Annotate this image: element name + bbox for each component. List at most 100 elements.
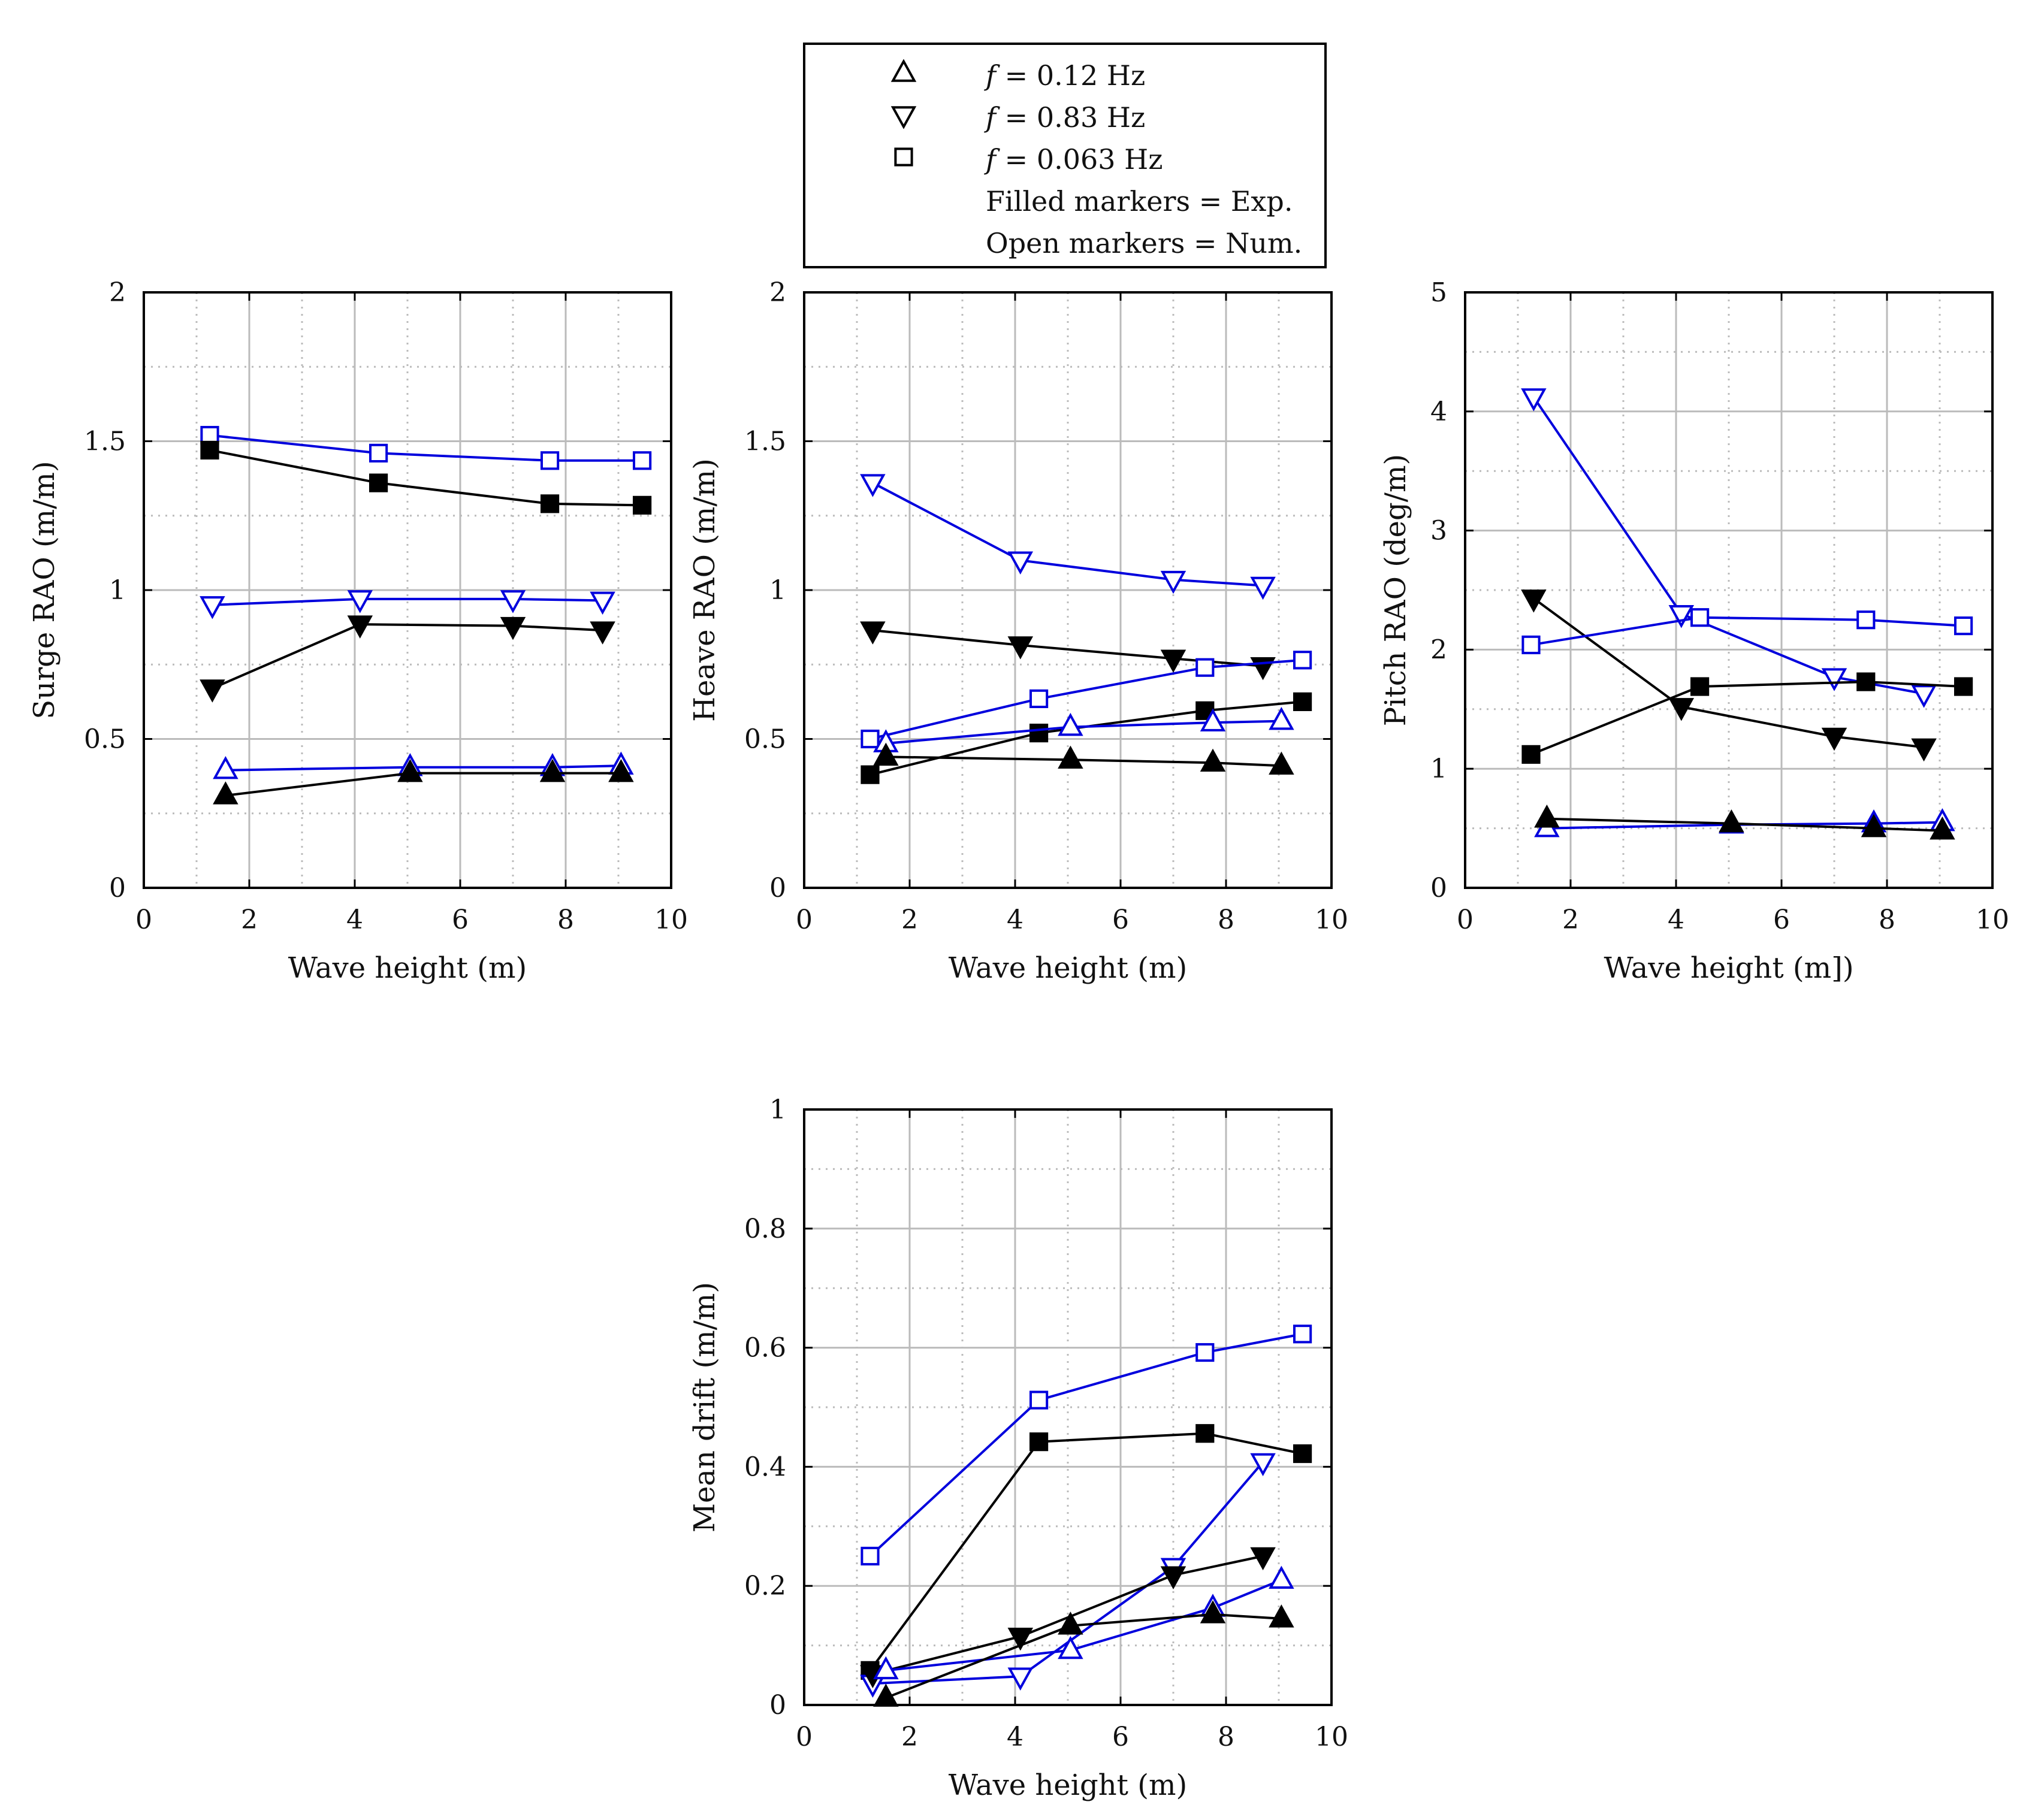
data-point	[1029, 1432, 1049, 1452]
axes-frame	[1464, 291, 1994, 889]
series-line	[1530, 681, 1964, 756]
legend-marker-up	[890, 59, 917, 82]
y-tick-label: 1.5	[744, 427, 786, 457]
data-point	[500, 616, 526, 640]
data-point	[1269, 706, 1294, 730]
x-tick-label: 4	[1668, 905, 1684, 935]
series-down-num	[860, 474, 1276, 600]
data-point	[1521, 635, 1541, 655]
legend-frame	[803, 43, 1327, 268]
data-point	[1293, 1444, 1312, 1464]
data-point	[1534, 805, 1560, 828]
data-point	[1521, 589, 1547, 613]
data-point	[1029, 689, 1049, 709]
grid	[804, 292, 1331, 888]
data-point	[1058, 1635, 1083, 1659]
series-square-num	[200, 425, 652, 470]
data-point	[347, 615, 373, 639]
data-point	[1269, 751, 1294, 775]
x-tick-label: 8	[1218, 1722, 1234, 1752]
y-tick-label: 0.5	[744, 724, 786, 755]
legend-entry-5: Open markers = Num.	[986, 227, 1302, 259]
data-point	[1861, 814, 1887, 838]
series-line	[869, 1432, 1303, 1671]
x-tick-label: 10	[1315, 1722, 1348, 1752]
x-tick-label: 6	[1112, 1722, 1129, 1752]
data-point	[590, 621, 615, 645]
x-tick-label: 2	[901, 905, 918, 935]
data-point	[1930, 816, 1955, 840]
data-point	[1195, 1424, 1215, 1443]
data-point	[539, 758, 566, 782]
series-line	[869, 700, 1303, 776]
data-point	[200, 440, 219, 460]
x-axis-label: Wave height (m)	[288, 951, 527, 985]
data-point	[1821, 727, 1847, 751]
data-point	[1690, 677, 1710, 696]
data-point	[1160, 570, 1186, 594]
data-point	[397, 758, 423, 782]
y-tick-label: 5	[1430, 277, 1447, 308]
y-tick-label: 0.8	[744, 1214, 786, 1244]
series-line	[886, 755, 1282, 767]
series-line	[886, 1579, 1282, 1672]
y-tick-label: 0	[769, 873, 786, 903]
data-point	[1690, 608, 1710, 627]
data-point	[860, 1546, 880, 1566]
y-tick-label: 1	[769, 1095, 786, 1125]
legend-marker-down	[890, 106, 917, 129]
data-point	[1911, 738, 1937, 762]
series-down-exp	[860, 1547, 1276, 1688]
data-point	[590, 591, 615, 615]
data-point	[1911, 685, 1937, 708]
x-tick-label: 2	[241, 905, 258, 935]
x-tick-label: 0	[135, 905, 152, 935]
data-point	[1521, 745, 1541, 764]
legend-marker-square	[894, 147, 913, 167]
x-tick-label: 2	[901, 1722, 918, 1752]
data-point	[1293, 692, 1312, 711]
series-up-exp	[873, 742, 1294, 775]
series-up-exp	[873, 1600, 1294, 1707]
series-line	[225, 772, 621, 797]
legend-entry-1: f = 0.12 Hz	[984, 59, 1145, 92]
series-square-num	[860, 651, 1312, 749]
series-up-exp	[1534, 805, 1955, 840]
y-tick-label: 0	[109, 873, 126, 903]
data-point	[1200, 748, 1226, 772]
data-point	[1058, 1612, 1083, 1635]
data-point	[1200, 708, 1226, 731]
series-line	[869, 658, 1303, 740]
data-point	[860, 765, 880, 784]
data-point	[347, 590, 373, 613]
x-tick-label: 4	[1007, 905, 1023, 935]
data-point	[1195, 1343, 1215, 1362]
data-point	[1007, 551, 1034, 575]
heave-rao-chart: 0 2 4 6 8 10 0 0.5 1 1.5 2 Wave height (m) Heave RAO…	[688, 277, 1348, 985]
data-point	[541, 451, 560, 470]
legend: f = 0.12 Hz f = 0.83 Hz f = 0.063 Hz Fil…	[803, 43, 1327, 268]
data-point	[1195, 658, 1215, 677]
series-line	[1547, 817, 1943, 832]
data-point	[860, 474, 886, 497]
data-point	[1668, 698, 1695, 721]
legend-entry-4: Filled markers = Exp.	[986, 185, 1293, 217]
y-tick-label: 1	[769, 575, 786, 606]
y-tick-label: 0	[769, 1690, 786, 1721]
data-point	[1250, 1547, 1276, 1571]
y-tick-label: 0.5	[84, 724, 126, 755]
data-point	[369, 443, 388, 462]
data-point	[873, 1656, 899, 1680]
data-point	[1200, 1600, 1226, 1624]
data-point	[1029, 1390, 1049, 1410]
x-tick-label: 0	[796, 905, 813, 935]
mean-drift-chart: 0 2 4 6 8 10 0 0.2 0.4 0.6 0.8 1 Wave height (m) Mean…	[688, 1095, 1348, 1802]
x-tick-label: 8	[557, 905, 574, 935]
y-tick-label: 0.2	[744, 1571, 786, 1601]
series-line	[872, 482, 1263, 587]
series-down-num	[200, 590, 615, 619]
x-tick-label: 6	[452, 905, 469, 935]
x-tick-label: 8	[1879, 905, 1895, 935]
y-axis-label: Surge RAO (m/m)	[28, 461, 61, 719]
series-up-num	[873, 706, 1294, 752]
